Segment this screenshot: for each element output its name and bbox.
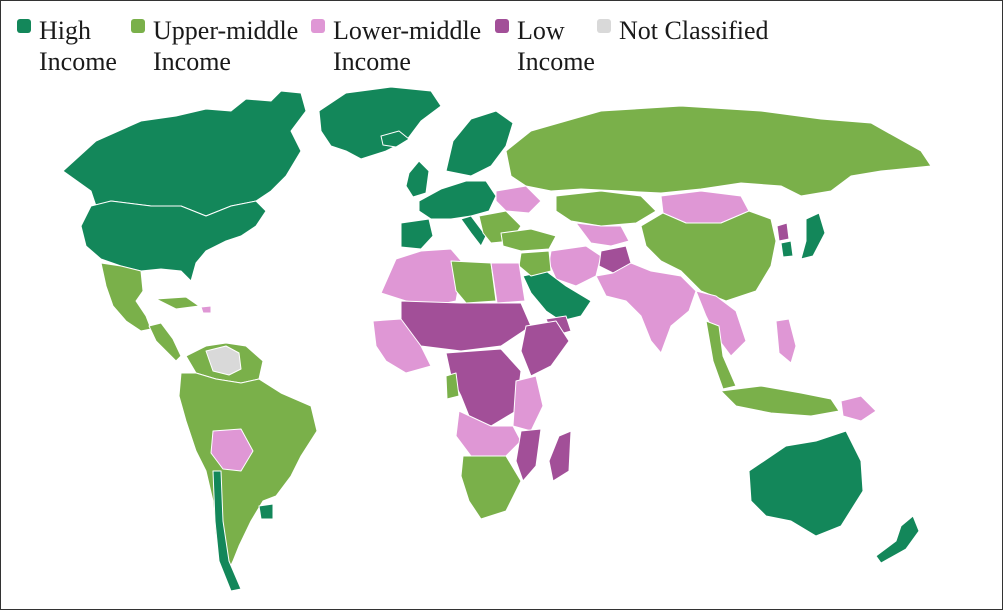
legend-item-lower-middle-income: Lower-middle Income [311, 15, 481, 77]
iraq-levant-region [518, 250, 552, 277]
legend: High Income Upper-middle Income Lower-mi… [1, 1, 1002, 91]
new-zealand-region [875, 515, 920, 564]
east-africa-region [512, 375, 544, 432]
sahel-region [400, 300, 532, 352]
chile-region [212, 470, 242, 592]
mozambique-region [515, 428, 542, 482]
angola-zambia-region [455, 410, 522, 457]
south-america-region [178, 372, 318, 577]
madagascar-region [548, 430, 572, 482]
scandinavia-region [445, 110, 514, 177]
legend-swatch-lower-middle-income [311, 19, 325, 33]
north-africa-region [380, 248, 464, 307]
china-region [640, 210, 777, 302]
ireland-uk-region [405, 160, 430, 198]
italy-region [460, 215, 487, 247]
australia-region [748, 430, 864, 537]
north-korea-region [776, 222, 790, 242]
myanmar-indochina-region [695, 290, 747, 357]
usa-region [80, 200, 267, 282]
russia-region [505, 105, 932, 197]
mexico-region [100, 262, 152, 332]
legend-label-not-classified: Not Classified [619, 16, 769, 45]
kazakhstan-region [555, 190, 657, 227]
bolivia-region [210, 428, 254, 472]
papua-new-guinea-region [840, 395, 877, 422]
south-korea-region [780, 240, 794, 258]
legend-item-high-income: High Income [17, 15, 117, 77]
japan-region [800, 212, 826, 260]
libya-region [450, 260, 497, 304]
pakistan-india-region [595, 262, 697, 354]
legend-swatch-not-classified [597, 19, 611, 33]
gabon-region [445, 372, 460, 400]
southern-africa-region [460, 455, 522, 520]
central-america-region [148, 322, 182, 362]
iberia-region [400, 218, 434, 250]
cuba-caribbean-region [155, 296, 200, 310]
turkey-region [500, 228, 557, 252]
legend-label-upper-middle-income: Upper-middle Income [153, 16, 299, 76]
central-asia-region [575, 222, 630, 247]
legend-item-upper-middle-income: Upper-middle Income [131, 15, 298, 77]
legend-swatch-upper-middle-income [131, 19, 145, 33]
greenland-region [318, 86, 442, 160]
horn-of-africa-region [520, 320, 570, 377]
egypt-region [490, 262, 526, 304]
thailand-malaysia-region [705, 320, 737, 390]
not-classified-venezuela-region [205, 345, 242, 376]
ukraine-region [495, 185, 542, 214]
legend-label-low-income: Low Income [517, 16, 595, 76]
legend-label-lower-middle-income: Lower-middle Income [333, 16, 482, 76]
philippines-region [775, 318, 797, 364]
west-africa-region [372, 318, 432, 374]
legend-item-low-income: Low Income [495, 15, 595, 77]
indonesia-region [720, 385, 840, 417]
haiti-region [200, 305, 212, 314]
western-europe-region [418, 180, 497, 220]
uruguay-region [258, 503, 274, 520]
canada-alaska-region [62, 90, 307, 217]
iceland-region [380, 130, 410, 148]
arabian-peninsula-region [522, 270, 592, 322]
legend-label-high-income: High Income [39, 16, 117, 76]
legend-swatch-high-income [17, 19, 31, 33]
legend-swatch-low-income [495, 19, 509, 33]
legend-item-not-classified: Not Classified [597, 15, 769, 46]
